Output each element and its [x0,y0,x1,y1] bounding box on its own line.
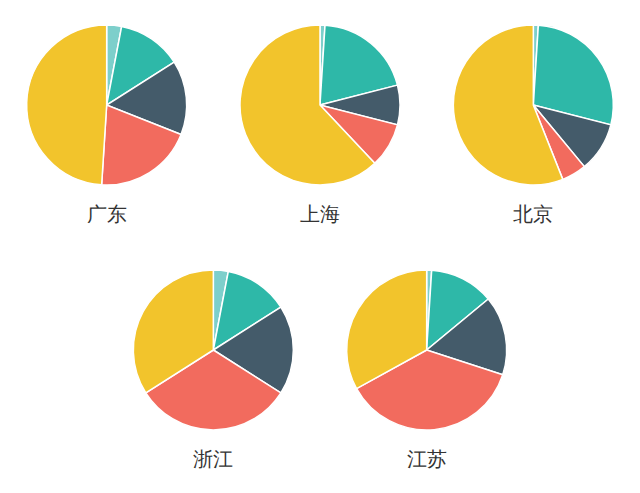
pie-slices [240,25,400,185]
pie-slices [27,25,187,185]
pie-chart: 上海 [240,25,400,226]
chart-title: 浙江 [193,447,233,471]
chart-title: 广东 [87,202,127,226]
chart-root: 广东 上海 北京浙江 江苏 [0,0,640,493]
chart-title: 上海 [300,202,340,226]
pie-chart: 广东 [27,25,187,226]
chart-title: 江苏 [407,447,447,471]
pie-slice [240,25,375,185]
pie-slices [133,270,293,430]
pie-slice [133,270,213,393]
pie-chart: 江苏 [347,270,507,471]
pie-slice [27,25,107,185]
pie-slice [347,270,427,389]
pie-slices [453,25,613,185]
pie-chart: 浙江 [133,270,293,471]
pie-slices [347,270,507,430]
pie-slice [453,25,562,185]
chart-title: 北京 [513,202,553,226]
pie-chart: 北京 [453,25,613,226]
pie-slice [102,105,181,185]
